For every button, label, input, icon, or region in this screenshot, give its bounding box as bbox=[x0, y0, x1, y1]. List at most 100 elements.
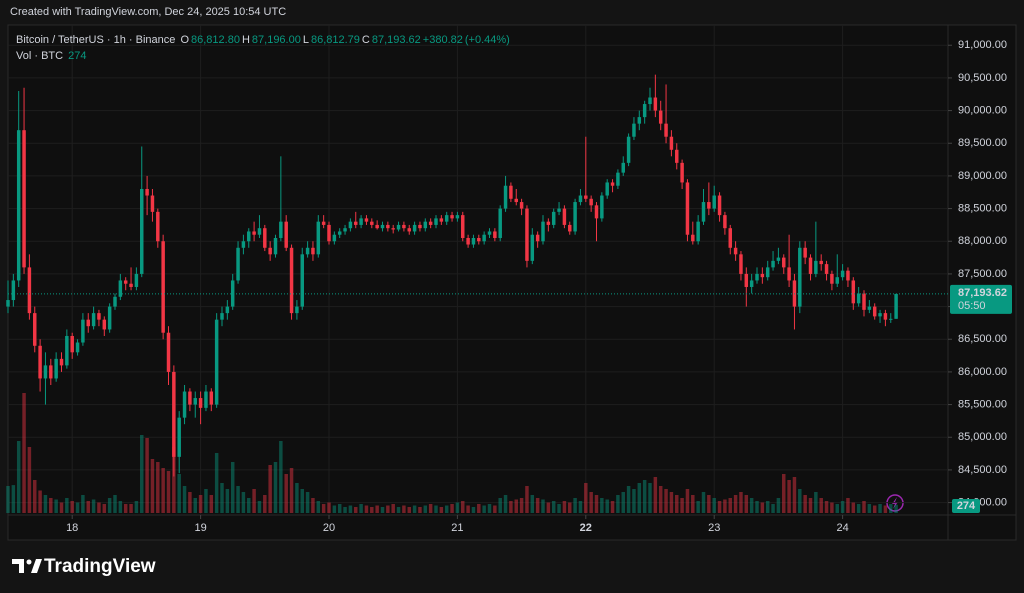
candle-body bbox=[16, 130, 21, 281]
candle-body bbox=[626, 136, 631, 163]
volume-bar bbox=[418, 507, 422, 513]
candle-body bbox=[541, 221, 545, 242]
candle-body bbox=[605, 182, 609, 196]
volume-bar bbox=[808, 498, 813, 513]
volume-bar bbox=[856, 504, 861, 513]
candle-body bbox=[193, 398, 197, 405]
volume-bar bbox=[396, 507, 401, 513]
candle-body bbox=[691, 234, 695, 242]
y-tick-label: 86,500.00 bbox=[958, 333, 1007, 345]
candle-body bbox=[81, 319, 85, 343]
volume-bar bbox=[696, 501, 700, 513]
candle-body bbox=[482, 234, 486, 242]
volume-bar bbox=[525, 486, 529, 513]
volume-bar bbox=[59, 502, 64, 513]
volume-bar bbox=[760, 502, 765, 513]
candle-body bbox=[396, 224, 401, 230]
candle-body bbox=[412, 224, 417, 232]
candle-body bbox=[380, 224, 385, 229]
volume-bar bbox=[894, 504, 898, 513]
candle-body bbox=[498, 208, 502, 238]
axes: 84,000.0084,500.0085,000.0085,500.0086,0… bbox=[8, 39, 1012, 534]
candle-body bbox=[862, 293, 866, 310]
candle-body bbox=[551, 211, 556, 225]
candle-body bbox=[851, 280, 856, 304]
candle-body bbox=[814, 260, 818, 274]
volume-bar bbox=[642, 480, 647, 513]
candle-body bbox=[487, 231, 492, 235]
volume-bar bbox=[70, 501, 74, 513]
candle-body bbox=[161, 241, 165, 333]
candle-body bbox=[455, 215, 460, 219]
candle-body bbox=[177, 417, 181, 457]
legend-value: 87,196.00 bbox=[251, 34, 301, 46]
volume-bar bbox=[482, 505, 486, 513]
candle-body bbox=[728, 228, 732, 248]
volume-bar bbox=[423, 505, 428, 513]
y-tick-label: 85,000.00 bbox=[958, 431, 1007, 443]
volume-bar bbox=[209, 495, 214, 513]
candle-body bbox=[375, 224, 379, 229]
candle-body bbox=[236, 247, 240, 281]
last-price-label: 87,193.62 bbox=[958, 287, 1007, 299]
volume-bar bbox=[514, 499, 518, 513]
volume-bar bbox=[332, 505, 337, 513]
countdown-label: 05:50 bbox=[958, 300, 986, 312]
y-tick-label: 89,500.00 bbox=[958, 137, 1007, 149]
candle-body bbox=[525, 208, 529, 261]
volume-bar bbox=[22, 393, 26, 513]
volume-bar bbox=[883, 505, 888, 513]
volume-bar bbox=[573, 498, 577, 513]
candle-body bbox=[707, 202, 711, 209]
candle-body bbox=[632, 123, 636, 137]
candle-body bbox=[621, 162, 625, 173]
candle-body bbox=[889, 318, 893, 320]
candle-body bbox=[461, 215, 465, 238]
candle-body bbox=[289, 247, 294, 314]
volume-bar bbox=[348, 505, 353, 513]
volume-bar bbox=[498, 498, 502, 513]
volume-bar bbox=[707, 495, 711, 513]
candle-body bbox=[391, 228, 395, 230]
candle-body bbox=[70, 335, 74, 353]
candle-body bbox=[680, 162, 684, 183]
candle-body bbox=[113, 296, 117, 307]
candle-body bbox=[760, 273, 765, 278]
volume-bar bbox=[776, 498, 781, 513]
candle-body bbox=[755, 273, 759, 281]
volume-bar bbox=[477, 504, 481, 513]
candle-body bbox=[295, 306, 299, 314]
volume-bar bbox=[380, 507, 385, 513]
candle-body bbox=[354, 221, 358, 225]
candle-body bbox=[49, 365, 53, 379]
volume-bar bbox=[739, 492, 743, 513]
volume-bar bbox=[835, 504, 839, 513]
candle-body bbox=[75, 342, 80, 353]
volume-bar bbox=[664, 489, 668, 513]
candle-body bbox=[172, 371, 176, 457]
candle-body bbox=[546, 221, 551, 225]
volume-bar bbox=[669, 492, 674, 513]
volume-bar bbox=[685, 489, 690, 513]
candle-body bbox=[230, 280, 235, 307]
candle-body bbox=[503, 185, 508, 209]
candle-body bbox=[808, 257, 813, 274]
x-tick-label: 21 bbox=[451, 522, 463, 534]
volume-bar bbox=[434, 505, 438, 513]
candle-body bbox=[878, 313, 882, 317]
candle-body bbox=[423, 221, 428, 229]
volume-bar bbox=[589, 492, 593, 513]
volume-bar bbox=[123, 504, 128, 513]
candle-body bbox=[43, 365, 48, 379]
volume-bar bbox=[214, 453, 219, 513]
x-tick-label: 23 bbox=[708, 522, 720, 534]
last-price-box bbox=[950, 284, 1012, 314]
volume-bar bbox=[744, 495, 749, 513]
volume-bar bbox=[247, 498, 251, 513]
candle-body bbox=[225, 306, 230, 314]
candle-body bbox=[653, 97, 658, 111]
candle-body bbox=[610, 182, 615, 186]
volume-bar bbox=[316, 501, 321, 513]
volume-bar bbox=[680, 498, 684, 513]
volume-bar bbox=[530, 495, 535, 513]
